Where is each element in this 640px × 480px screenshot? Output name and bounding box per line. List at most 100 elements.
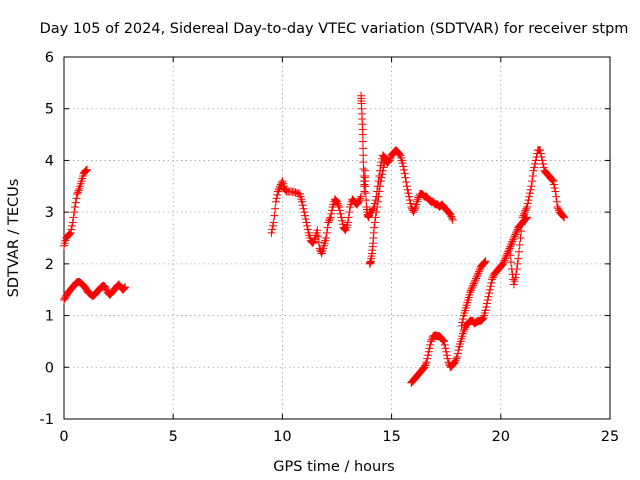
data-point <box>466 286 475 295</box>
data-point <box>537 152 546 161</box>
data-point <box>509 235 518 244</box>
x-tick-label: 0 <box>59 429 68 445</box>
data-point <box>310 235 319 244</box>
y-tick-label: 5 <box>45 102 54 118</box>
data-point <box>370 218 379 227</box>
data-point <box>358 137 367 146</box>
data-point <box>326 213 335 222</box>
x-tick-label: 15 <box>382 429 400 445</box>
data-point <box>536 146 545 155</box>
data-point <box>523 202 532 211</box>
data-point <box>498 259 507 268</box>
data-point <box>65 230 74 239</box>
data-point <box>442 347 451 356</box>
data-point <box>550 184 559 193</box>
data-point <box>553 202 562 211</box>
data-point <box>472 272 481 281</box>
data-point <box>399 162 408 171</box>
data-point <box>510 232 519 241</box>
x-axis-label: GPS time / hours <box>273 459 394 475</box>
data-point <box>422 358 431 367</box>
data-point <box>102 284 111 293</box>
series-satellite-track-3 <box>267 177 366 258</box>
data-point <box>443 354 452 363</box>
y-tick-label: 4 <box>45 153 54 169</box>
data-point <box>269 218 278 227</box>
data-point <box>344 213 353 222</box>
data-point <box>487 278 496 287</box>
data-point <box>323 223 332 232</box>
data-point <box>345 208 354 217</box>
data-point <box>303 225 312 234</box>
data-point <box>308 239 317 248</box>
data-point <box>518 213 527 222</box>
data-point <box>372 208 381 217</box>
data-point <box>522 204 531 213</box>
data-point <box>404 189 413 198</box>
series-satellite-track-5 <box>365 156 390 268</box>
data-point <box>551 187 560 196</box>
data-point <box>359 165 368 174</box>
data-point <box>121 283 130 292</box>
data-point <box>322 234 331 242</box>
data-point <box>470 277 479 286</box>
data-point <box>529 166 538 175</box>
data-point <box>73 190 82 199</box>
data-point <box>516 234 525 242</box>
data-point <box>539 159 548 168</box>
data-point <box>400 169 409 178</box>
data-point <box>327 209 336 218</box>
data-point <box>458 315 467 324</box>
data-point <box>515 240 524 249</box>
data-point <box>361 189 370 198</box>
data-point <box>359 144 368 153</box>
data-point <box>324 216 333 225</box>
data-point <box>519 211 528 220</box>
data-point <box>401 173 410 182</box>
data-point <box>402 182 411 191</box>
data-point <box>298 201 307 210</box>
data-point <box>343 218 352 227</box>
data-point <box>499 258 508 267</box>
data-point <box>376 177 385 186</box>
data-point <box>314 238 323 247</box>
data-point <box>514 254 523 263</box>
data-point <box>469 281 478 290</box>
plot-frame <box>63 56 611 420</box>
data-point <box>511 230 520 239</box>
data-point <box>421 361 430 370</box>
data-point <box>380 159 389 168</box>
y-tick-label: 3 <box>45 205 54 221</box>
data-point <box>472 274 481 283</box>
data-point <box>439 336 448 345</box>
data-point <box>402 177 411 186</box>
data-point <box>520 209 529 218</box>
data-point <box>394 149 403 158</box>
data-point <box>357 192 366 201</box>
y-tick-label: 2 <box>45 257 54 273</box>
data-point <box>424 347 433 356</box>
data-point <box>70 208 79 217</box>
data-point <box>515 247 523 256</box>
data-point <box>448 214 457 223</box>
data-point <box>485 285 494 294</box>
series-satellite-track-8 <box>505 146 569 289</box>
data-point <box>338 220 347 229</box>
data-point <box>450 358 459 367</box>
data-point <box>531 159 540 168</box>
data-point <box>275 184 284 193</box>
data-point <box>101 283 110 292</box>
y-axis-label: SDTVAR / TECUs <box>6 179 22 298</box>
data-point <box>451 356 460 365</box>
data-point <box>485 289 494 298</box>
data-point <box>299 204 308 213</box>
data-point <box>271 204 280 213</box>
data-point <box>469 279 478 288</box>
series-satellite-track-7 <box>457 257 490 330</box>
data-point <box>478 315 487 324</box>
data-point <box>520 208 529 217</box>
data-point <box>453 349 462 358</box>
data-point <box>454 346 463 355</box>
data-point <box>362 196 371 205</box>
